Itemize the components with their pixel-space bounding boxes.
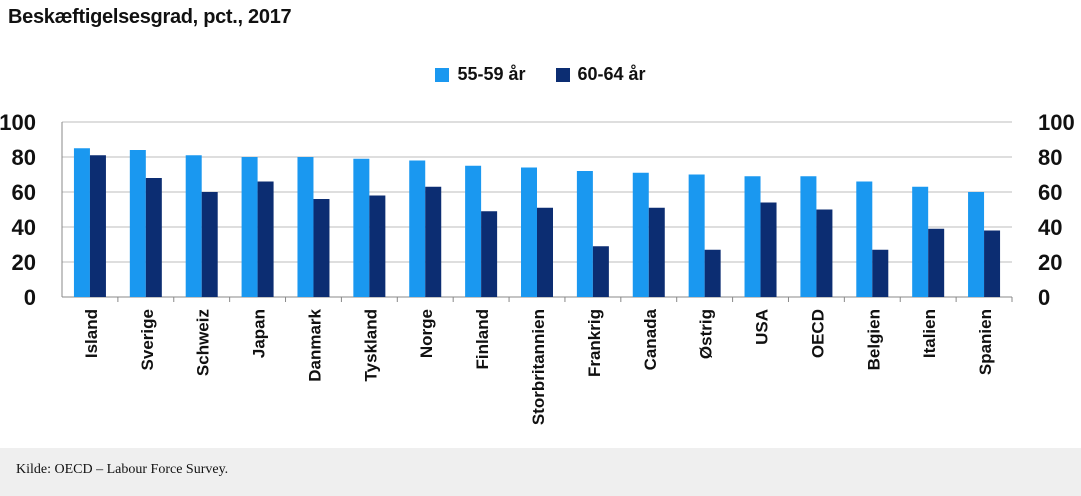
x-category-label: Frankrig <box>585 309 604 377</box>
x-category-label: Canada <box>641 308 660 370</box>
y-tick-label-right: 40 <box>1038 215 1062 240</box>
bar-series2 <box>201 192 218 297</box>
x-category-label: Danmark <box>305 308 324 381</box>
y-tick-label-left: 0 <box>24 285 36 310</box>
bar-series1 <box>129 150 146 297</box>
x-category-label: Japan <box>250 309 269 358</box>
bar-series1 <box>521 167 537 297</box>
bar-chart: 0 0 20 20 40 40 60 60 80 80 100 100 Island Sverige Sch… <box>0 110 1075 425</box>
bar-series2 <box>481 211 498 297</box>
bar-series2 <box>257 181 274 297</box>
footer: Kilde: OECD – Labour Force Survey. <box>0 448 1081 496</box>
x-category-label: Belgien <box>864 309 883 370</box>
x-category-label: Sverige <box>138 309 157 370</box>
bar-series2 <box>425 186 442 297</box>
bar-series2 <box>760 202 777 297</box>
y-tick-label-left: 60 <box>12 180 36 205</box>
y-tick-label-left: 20 <box>12 250 36 275</box>
legend-item-series2: 60-64 år <box>555 64 646 85</box>
bar-series1 <box>744 176 761 297</box>
source-note: Kilde: OECD – Labour Force Survey. <box>16 462 229 477</box>
x-category-label: Spanien <box>976 309 995 375</box>
bar-series2 <box>537 207 553 297</box>
bar-series1 <box>632 172 649 297</box>
x-category-label: OECD <box>808 309 827 358</box>
bar-series1 <box>409 160 426 297</box>
x-category-label: Schweiz <box>194 309 213 376</box>
bar-series2 <box>984 230 1001 297</box>
bar-series2 <box>648 207 665 297</box>
bar-series2 <box>145 178 162 297</box>
y-tick-label-right: 60 <box>1038 180 1062 205</box>
legend-item-series1: 55-59 år <box>435 64 526 85</box>
bar-series2 <box>369 195 386 297</box>
x-category-label: Finland <box>473 309 492 369</box>
bar-series1 <box>856 181 873 297</box>
bar-series1 <box>968 192 985 297</box>
bar-series1 <box>576 171 593 297</box>
y-tick-label-left: 100 <box>0 110 36 135</box>
bar-series2 <box>816 209 833 297</box>
bar-series2 <box>313 199 330 297</box>
bar-series1 <box>912 186 929 297</box>
x-category-label: Norge <box>417 309 436 358</box>
y-tick-label-left: 40 <box>12 215 36 240</box>
y-tick-label-right: 0 <box>1038 285 1050 310</box>
y-tick-label-right: 100 <box>1038 110 1075 135</box>
x-category-label: Østrig <box>697 309 716 359</box>
legend-swatch-series2 <box>555 67 570 82</box>
x-category-label: Tyskland <box>361 309 380 381</box>
bar-series2 <box>928 228 945 297</box>
legend-swatch-series1 <box>435 67 450 82</box>
y-tick-label-right: 80 <box>1038 145 1062 170</box>
bar-series1 <box>73 148 90 297</box>
x-category-label: Storbritannien <box>529 309 548 425</box>
bar-series1 <box>800 176 817 297</box>
bar-series2 <box>872 249 889 297</box>
legend-label-series1: 55-59 år <box>457 64 526 84</box>
bar-series2 <box>592 246 609 297</box>
y-tick-label-left: 80 <box>12 145 36 170</box>
x-category-label: Italien <box>920 309 939 358</box>
bar-series1 <box>465 165 482 297</box>
legend: 55-59 år 60-64 år <box>0 64 1081 85</box>
y-tick-label-right: 20 <box>1038 250 1062 275</box>
bar-series1 <box>353 158 370 297</box>
bar-series2 <box>704 249 721 297</box>
x-category-label: USA <box>753 309 772 345</box>
x-category-label: Island <box>82 309 101 358</box>
bar-series1 <box>297 157 314 297</box>
bar-series1 <box>688 174 705 297</box>
chart-title: Beskæftigelsesgrad, pct., 2017 <box>8 6 292 28</box>
bar-series1 <box>241 157 258 297</box>
bar-series2 <box>89 155 106 297</box>
bar-series1 <box>185 155 202 297</box>
legend-label-series2: 60-64 år <box>577 64 646 84</box>
